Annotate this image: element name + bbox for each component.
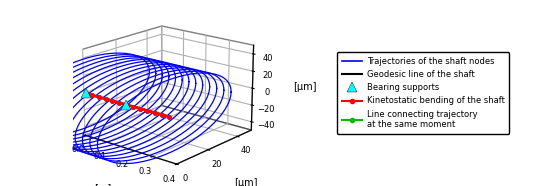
Legend: Trajectories of the shaft nodes, Geodesic line of the shaft, Bearing supports, K: Trajectories of the shaft nodes, Geodesi… xyxy=(337,52,510,134)
Y-axis label: [μm]: [μm] xyxy=(234,178,258,186)
X-axis label: [m]: [m] xyxy=(94,183,111,186)
